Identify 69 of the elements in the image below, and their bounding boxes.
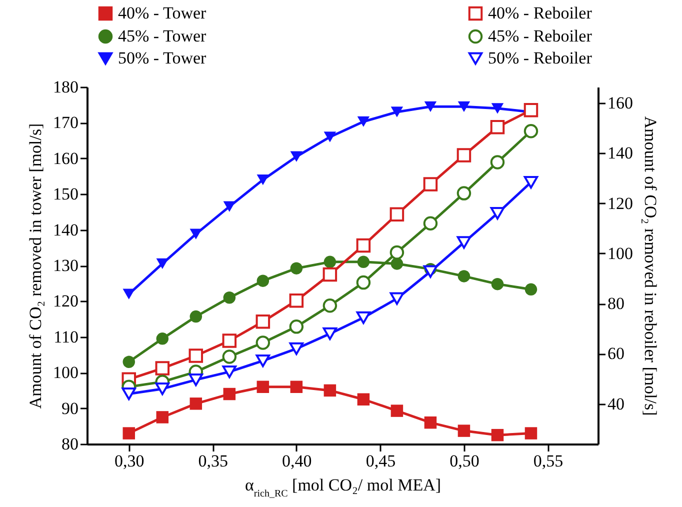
y2-tick-label: 80 [608,294,624,314]
legend-label: 50% - Tower [118,48,207,68]
point [357,393,370,406]
point [122,427,136,440]
point [357,256,370,268]
y2-tick-label: 160 [608,94,633,113]
point [223,388,236,400]
point [290,262,303,274]
y2-tick-label: 40 [608,394,624,414]
point [458,424,470,437]
point [524,427,538,440]
point [256,274,270,287]
y2-tick-label: 60 [608,344,624,364]
point [190,228,202,240]
y-tick-label: 130 [53,256,78,275]
x-axis-title: α$_{rich_RC}$ [mol CO₂/ mol MEA] [244,476,442,499]
y-tick-label: 160 [53,148,78,168]
y-tick-label: 120 [53,292,78,311]
point [122,288,136,300]
point [190,310,202,323]
y-tick-label: 90 [62,398,78,418]
point [290,151,303,162]
point [424,416,437,429]
y-axis-title: Amount of CO₂ removed in tower [mol/s] [26,123,45,409]
point [122,356,136,368]
point [357,116,370,127]
point [256,380,270,394]
y2-tick-label: 100 [608,244,633,263]
point [223,201,236,212]
point [290,380,303,394]
point [424,101,437,112]
legend-label: 50% - Reboiler [488,48,592,68]
point [390,106,404,118]
point [156,332,169,345]
y-tick-label: 180 [53,78,78,96]
point [491,103,504,114]
point [491,428,504,442]
x-tick-label: 0,30 [114,452,144,470]
x-tick-label: 0,40 [282,452,312,470]
y-tick-label: 150 [53,184,78,204]
point [458,270,470,282]
y2-tick-label: 140 [608,144,633,163]
point [390,404,404,417]
point [156,411,169,424]
point [458,101,470,112]
point [190,398,202,410]
y2-axis-title: Amount of CO₂ removed in reboiler [mol/s] [641,116,660,416]
legend-label: 40% - Reboiler [488,4,592,22]
x-tick-label: 0,35 [198,452,228,470]
point [491,278,504,290]
y2-tick-label: 120 [608,194,633,213]
y-tick-label: 170 [53,113,78,132]
legend-label: 40% - Tower [118,4,207,22]
legend-label: 45% - Reboiler [488,26,592,46]
point [223,292,236,304]
point [324,132,336,142]
x-tick-label: 0,45 [366,452,396,470]
x-tick-label: 0,50 [450,452,480,470]
y-tick-label: 80 [62,434,78,454]
point [324,384,336,397]
point [390,258,404,270]
y-tick-label: 100 [53,363,78,382]
x-tick-label: 0,55 [533,452,564,470]
point [324,256,336,268]
y-tick-label: 140 [53,220,78,240]
point [524,283,538,296]
legend-label: 45% - Tower [118,26,207,46]
y-tick-label: 110 [54,327,78,346]
point [256,174,270,186]
